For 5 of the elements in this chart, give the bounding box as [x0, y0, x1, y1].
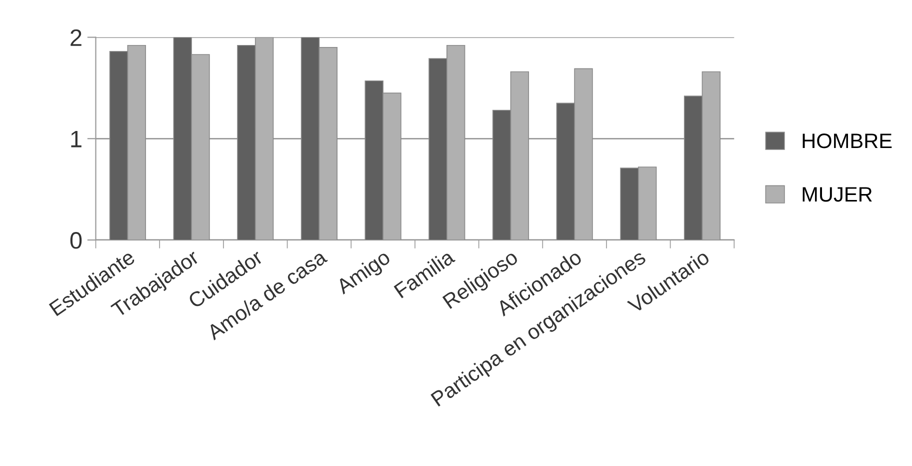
y-tick-label: 1: [71, 130, 82, 148]
y-tick-label: 0: [70, 232, 82, 249]
legend-label: HOMBRE: [802, 134, 892, 148]
legend-label: MUJER: [802, 187, 872, 202]
y-tick-label: 2: [70, 29, 82, 46]
